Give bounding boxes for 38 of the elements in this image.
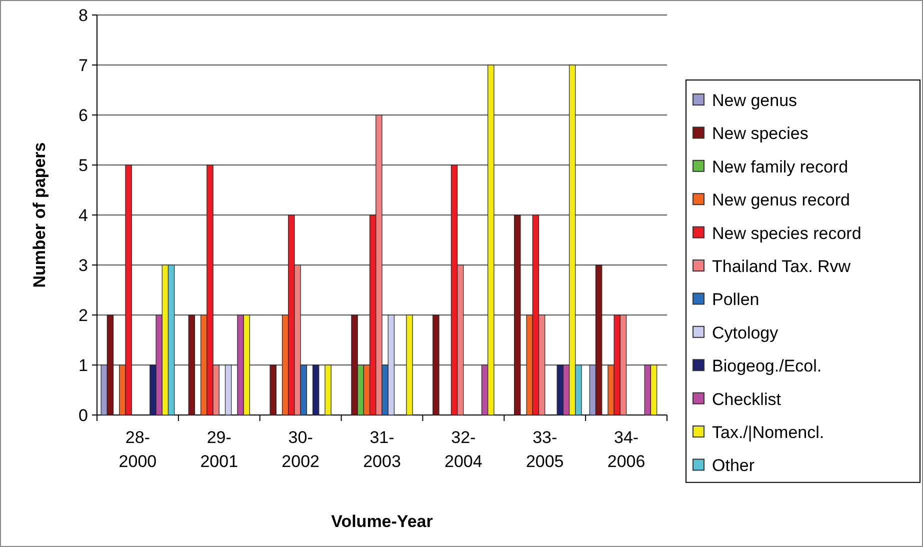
x-tick-label: 30- 2002	[282, 428, 320, 471]
y-tick-label: 4	[78, 206, 88, 225]
y-tick-label: 1	[78, 356, 88, 375]
y-tick-label: 5	[78, 156, 88, 175]
bar	[324, 364, 332, 416]
x-tick-label: 32- 2004	[444, 428, 482, 471]
legend-label: Biogeog./Ecol.	[712, 356, 822, 376]
x-tick-label: 34- 2006	[607, 428, 646, 471]
legend-label: New family record	[712, 157, 848, 176]
bar	[224, 364, 232, 416]
y-tick-label: 3	[78, 256, 88, 275]
legend-label: Cytology	[712, 323, 779, 342]
bar	[188, 314, 196, 416]
y-tick-label: 0	[78, 406, 88, 425]
y-tick-label: 8	[78, 6, 88, 25]
bar	[270, 364, 276, 416]
y-tick-label: 2	[78, 306, 88, 325]
x-tick-label: 29- 2001	[200, 428, 238, 471]
legend-label: New species	[712, 124, 808, 144]
legend-label: Tax./|Nomencl.	[712, 422, 824, 442]
legend-label: Pollen	[712, 290, 760, 310]
legend-label: Other	[712, 456, 755, 476]
y-tick-label: 7	[78, 56, 88, 75]
x-axis-title: Volume-Year	[331, 512, 434, 531]
y-axis-title: Number of papers	[30, 142, 49, 288]
legend-label: New genus record	[712, 190, 850, 210]
x-tick-label: 28- 2000	[118, 428, 157, 471]
y-tick-label: 6	[78, 106, 88, 125]
bar	[432, 314, 440, 416]
legend-label: Checklist	[712, 390, 782, 409]
bar	[514, 214, 521, 416]
legend-label: Thailand Tax. Rvw	[712, 256, 852, 276]
legend-label: New genus	[712, 90, 798, 110]
bar	[406, 314, 413, 416]
bar	[312, 364, 320, 416]
legend-label: New species record	[712, 224, 862, 243]
x-tick-label: 33- 2005	[526, 428, 564, 471]
x-tick-label: 31- 2003	[363, 428, 401, 471]
